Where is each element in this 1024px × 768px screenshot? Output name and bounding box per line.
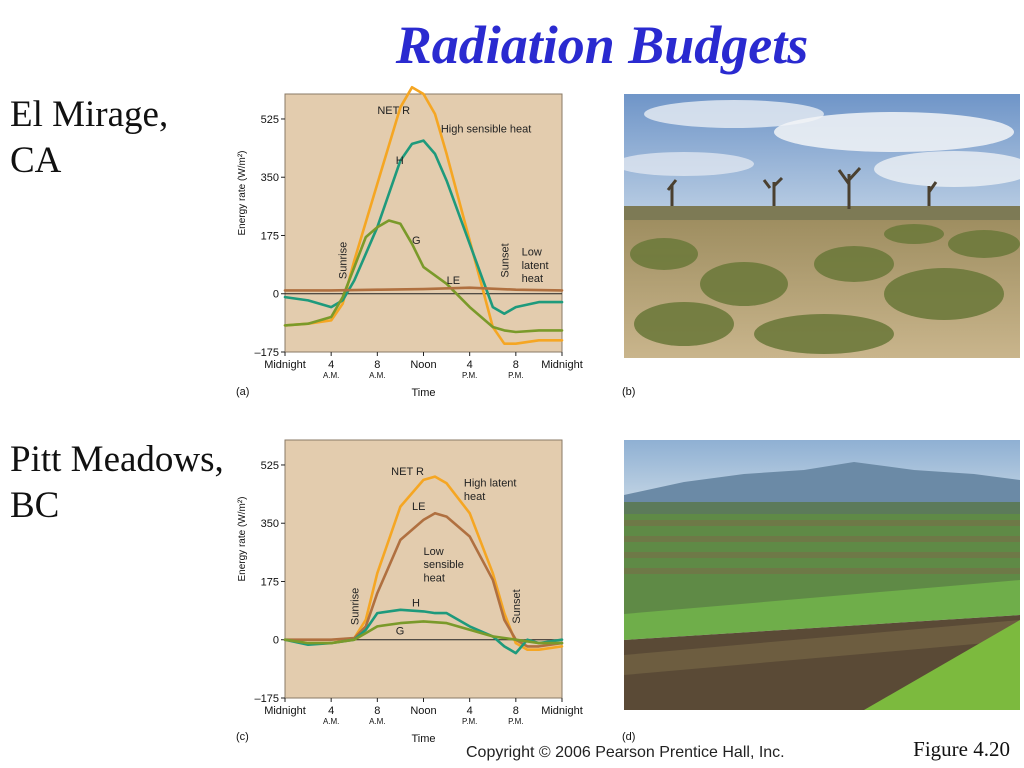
x-tick-label: 4 [328,359,334,371]
annotation-label: NET R [377,105,410,117]
x-tick-sublabel: A.M. [323,717,339,726]
annotation-label: Low [522,246,542,258]
y-tick-label: 525 [261,460,279,472]
annotation-label: Low [424,546,444,558]
x-tick-label: Noon [410,359,436,371]
x-tick-label: Midnight [264,705,306,717]
slide-title: Radiation Budgets [395,15,809,75]
x-tick-label: Midnight [541,705,583,717]
orchard-photo [624,440,1020,710]
annotation-label: LE [412,501,425,513]
y-tick-label: 350 [261,172,279,184]
x-tick-label: 8 [374,359,380,371]
annotation-label: LE [447,275,460,287]
y-tick-label: –175 [255,693,279,705]
plot-area [284,93,563,353]
y-axis-label: Energy rate (W/m²) [237,150,248,235]
x-tick-label: 8 [374,705,380,717]
desert-photo [624,94,1020,358]
panel-label-b: (b) [622,386,636,398]
site-a-line1: El Mirage, [10,94,169,135]
series-line-le [283,286,564,292]
figure-number: Figure 4.20 [913,737,1010,761]
x-tick-label: 8 [513,705,519,717]
x-tick-sublabel: P.M. [462,371,477,380]
x-tick-label: 4 [328,705,334,717]
series-line-g [283,219,564,334]
series-line-net-r [283,86,564,345]
annotation-label: High sensible heat [441,123,532,135]
site-label-el-mirage: El Mirage, CA [10,92,168,184]
y-tick-label: 525 [261,114,279,126]
annotation-label: NET R [391,466,424,478]
copyright-notice: Copyright © 2006 Pearson Prentice Hall, … [466,744,785,761]
annotation-label: G [412,235,421,247]
panel-label-d: (d) [622,731,636,743]
x-tick-sublabel: P.M. [508,717,523,726]
y-tick-label: –175 [255,347,279,359]
x-tick-sublabel: A.M. [369,371,385,380]
x-tick-label: Midnight [264,359,306,371]
y-axis-label: Energy rate (W/m²) [237,496,248,581]
annotation-label: heat [522,273,543,285]
x-tick-label: 8 [513,359,519,371]
site-c-line1: Pitt Meadows, [10,439,224,480]
x-tick-label: Noon [410,705,436,717]
x-axis-label: Time [411,387,435,399]
annotation-label: heat [424,572,445,584]
site-label-pitt-meadows: Pitt Meadows, BC [10,437,224,529]
annotation-label: latent [522,260,549,272]
event-label-sunset: Sunset [511,589,523,623]
annotation-label: H [396,155,404,167]
y-tick-label: 175 [261,576,279,588]
x-tick-sublabel: P.M. [508,371,523,380]
x-tick-label: 4 [467,705,473,717]
site-a-line2: CA [10,140,62,181]
y-tick-label: 350 [261,518,279,530]
series-line-le [283,511,564,648]
x-tick-label: 4 [467,359,473,371]
series-line-g [283,620,564,645]
plot-area [284,439,563,699]
annotation-label: sensible [424,559,464,571]
event-label-sunrise: Sunrise [349,588,361,625]
event-label-sunset: Sunset [499,243,511,277]
annotation-label: heat [464,491,485,503]
x-axis-label: Time [411,733,435,745]
x-tick-sublabel: A.M. [323,371,339,380]
annotation-label: High latent [464,478,517,490]
x-tick-label: Midnight [541,359,583,371]
x-tick-sublabel: A.M. [369,717,385,726]
x-tick-sublabel: P.M. [462,717,477,726]
y-tick-label: 0 [273,289,279,301]
site-c-line2: BC [10,485,60,526]
panel-label-a: (a) [236,386,250,398]
panel-label-c: (c) [236,731,249,743]
y-tick-label: 0 [273,635,279,647]
annotation-label: H [412,597,420,609]
event-label-sunrise: Sunrise [338,242,350,279]
annotation-label: G [396,626,405,638]
y-tick-label: 175 [261,230,279,242]
